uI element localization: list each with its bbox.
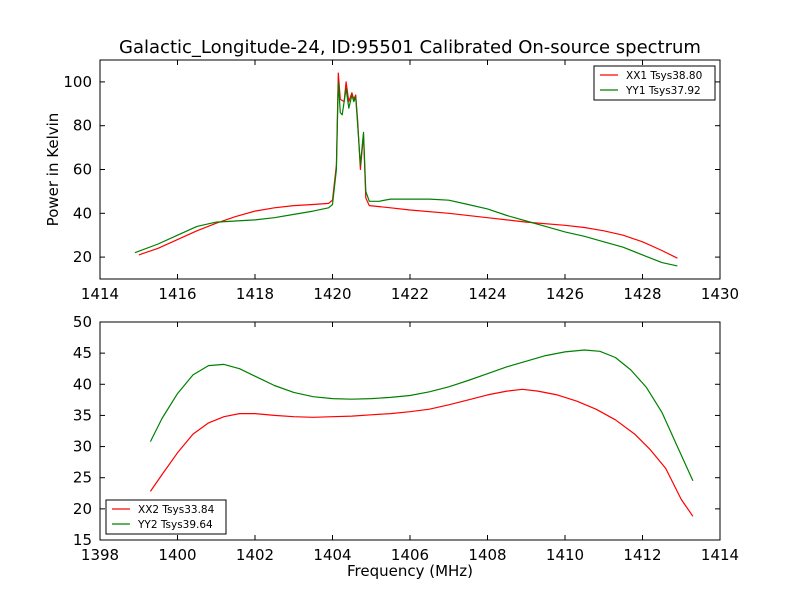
top-panel: 1414 1416 1418 1420 1422 1424 1426 1428 1430 20 40… <box>44 59 739 303</box>
x-tick-label-1-3: 1404 <box>313 546 351 564</box>
legend-1: XX2 Tsys33.84 YY2 Tsys39.64 <box>105 499 227 535</box>
x-tick-label-0-4: 1422 <box>391 285 429 303</box>
y-axis-label-0: Power in Kelvin <box>44 113 62 227</box>
x-tick-label-0-5: 1424 <box>468 285 506 303</box>
y-tick-label-0-1: 40 <box>73 204 92 222</box>
x-tick-label-1-5: 1408 <box>468 546 506 564</box>
legend-label-1-0: XX2 Tsys33.84 <box>138 504 215 516</box>
x-tick-label-1-0: 1398 <box>81 546 119 564</box>
x-tick-label-1-8: 1414 <box>701 546 739 564</box>
legend-box-0 <box>593 65 716 101</box>
series-line-0-0 <box>138 72 678 259</box>
legend-label-0-0: XX1 Tsys38.80 <box>626 70 702 82</box>
x-tick-label-0-1: 1416 <box>158 285 196 303</box>
x-tick-label-0-2: 1418 <box>236 285 274 303</box>
y-tick-label-1-7: 50 <box>73 313 92 331</box>
y-tick-label-0-4: 100 <box>63 73 92 91</box>
x-tick-label-1-6: 1410 <box>546 546 584 564</box>
x-tick-label-1-2: 1402 <box>236 546 274 564</box>
figure-title: Galactic_Longitude-24, ID:95501 Calibrat… <box>119 37 701 58</box>
y-tick-label-0-2: 60 <box>73 161 92 179</box>
legend-0: XX1 Tsys38.80 YY1 Tsys37.92 <box>593 65 716 101</box>
x-tick-label-0-7: 1428 <box>623 285 661 303</box>
x-tick-label-1-1: 1400 <box>158 546 196 564</box>
bottom-panel: 1398 1400 1402 1404 1406 1408 1410 1412 1414 15 20… <box>73 313 739 564</box>
series-line-1-0 <box>149 388 694 517</box>
x-tick-label-0-8: 1430 <box>701 285 739 303</box>
legend-label-1-1: YY2 Tsys39.64 <box>137 519 213 531</box>
y-tick-label-1-3: 30 <box>73 438 92 456</box>
x-tick-label-0-3: 1420 <box>313 285 351 303</box>
y-tick-label-1-4: 35 <box>73 406 92 424</box>
x-tick-label-1-4: 1406 <box>391 546 429 564</box>
series-line-1-1 <box>149 349 694 482</box>
legend-label-0-1: YY1 Tsys37.92 <box>625 85 701 97</box>
y-tick-label-1-0: 15 <box>73 531 92 549</box>
y-tick-label-1-5: 40 <box>73 375 92 393</box>
legend-box-1 <box>105 499 227 535</box>
y-tick-label-1-1: 20 <box>73 500 92 518</box>
x-axis-label: Frequency (MHz) <box>347 562 473 580</box>
y-tick-label-1-2: 25 <box>73 469 92 487</box>
y-tick-label-0-0: 20 <box>73 248 92 266</box>
y-tick-label-1-6: 45 <box>73 344 92 362</box>
series-line-0-1 <box>134 81 678 267</box>
y-tick-label-0-3: 80 <box>73 117 92 135</box>
x-tick-label-0-0: 1414 <box>81 285 119 303</box>
x-tick-label-0-6: 1426 <box>546 285 584 303</box>
x-tick-label-1-7: 1412 <box>623 546 661 564</box>
